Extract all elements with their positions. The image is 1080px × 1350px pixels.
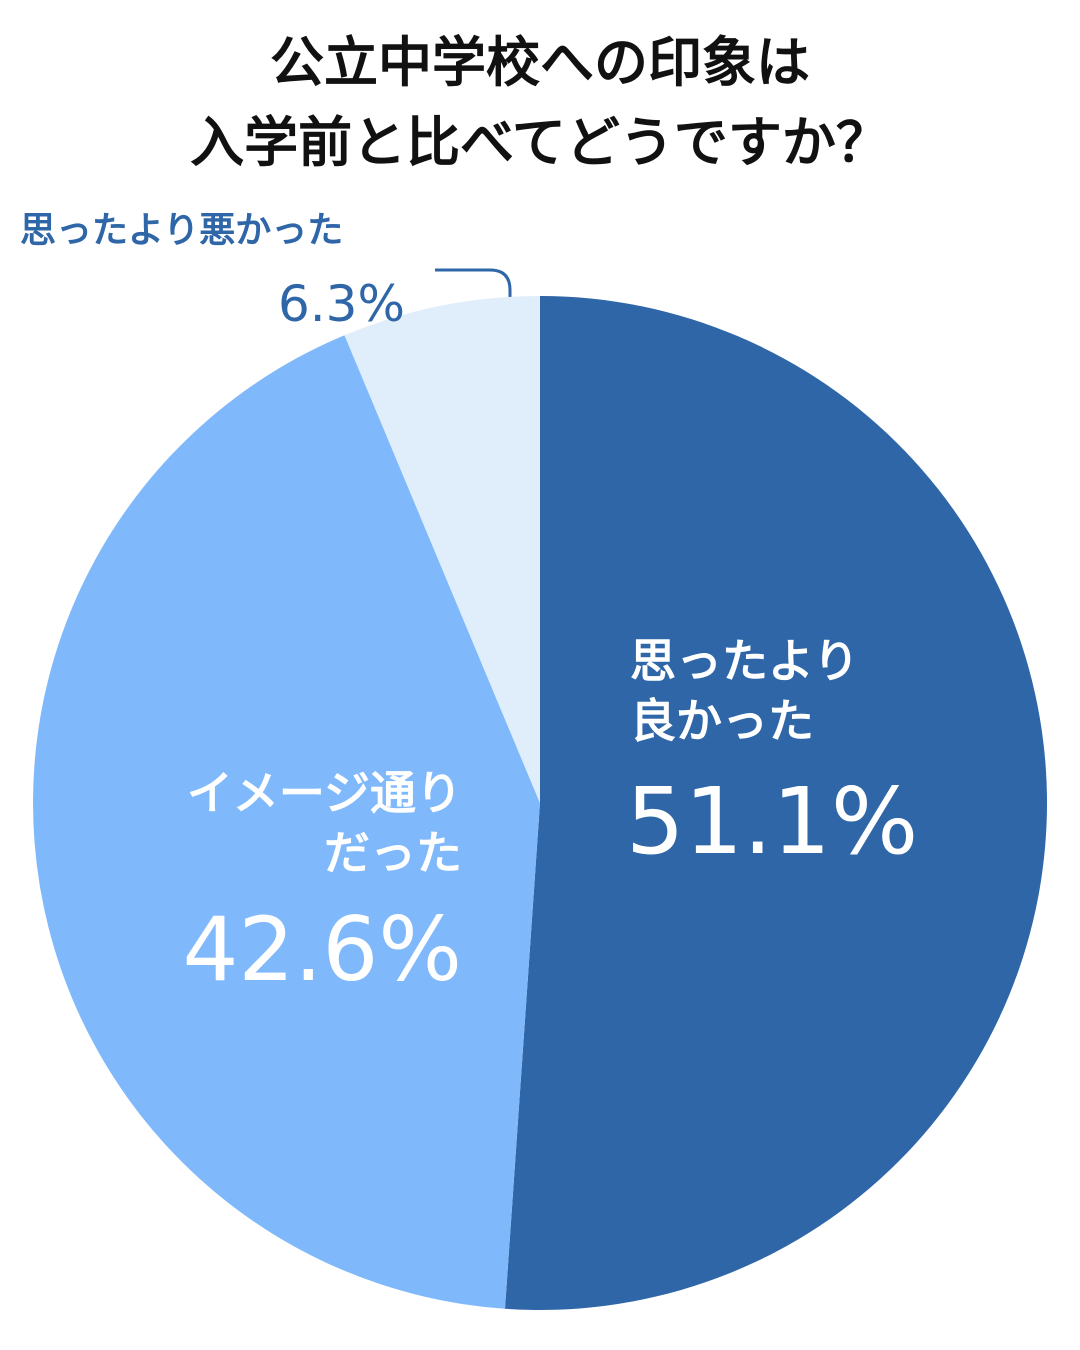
- value-label: 6.3%: [277, 275, 405, 333]
- slice-label: 思ったより 良かった: [630, 634, 860, 748]
- pie-slice: [344, 296, 540, 803]
- pie-slice: [504, 296, 1047, 1310]
- slice-label: 思ったより悪かった: [20, 210, 344, 251]
- value-label: 51.1%: [626, 768, 919, 875]
- slice-label: イメージ通り だった: [186, 766, 462, 880]
- chart-title: 公立中学校への印象は: [270, 31, 810, 94]
- chart-title: 入学前と比べてどうですか？: [190, 111, 890, 174]
- leader-line: [435, 268, 512, 330]
- value-label: 42.6%: [182, 898, 462, 1001]
- pie-slice: [32, 335, 540, 1309]
